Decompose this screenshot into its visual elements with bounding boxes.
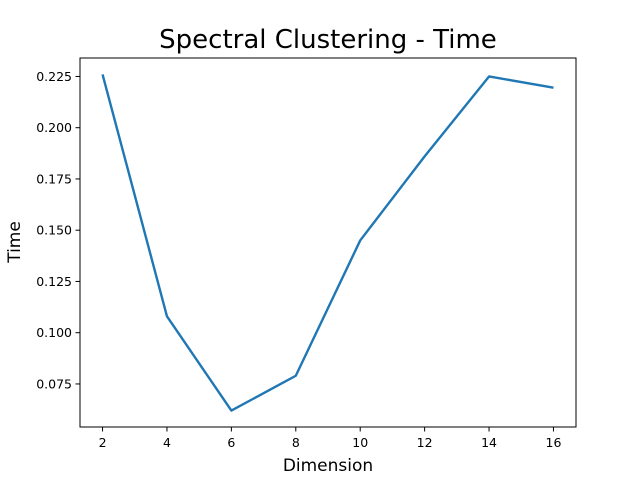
y-axis-ticks: 0.075 0.100 0.125 0.150 0.175 0.200 0.225: [36, 69, 80, 391]
y-tick-label: 0.150: [36, 223, 72, 238]
plot-frame: [79, 57, 577, 428]
x-tick-label: 2: [99, 435, 107, 450]
y-axis-label: Time: [5, 221, 25, 264]
x-tick-label: 12: [417, 435, 433, 450]
x-tick-label: 4: [163, 435, 171, 450]
series-line-time: [101, 74, 554, 412]
y-tick-label: 0.175: [36, 171, 72, 186]
y-tick-label: 0.200: [36, 120, 72, 135]
x-axis-ticks: 2 4 6 8 10 12 14 16: [99, 427, 562, 450]
x-tick-label: 14: [481, 435, 497, 450]
x-tick-label: 16: [546, 435, 562, 450]
x-tick-label: 10: [352, 435, 368, 450]
y-tick-label: 0.225: [36, 69, 72, 84]
y-tick-label: 0.075: [36, 376, 72, 391]
x-tick-label: 6: [227, 435, 235, 450]
y-tick-label: 0.125: [36, 274, 72, 289]
x-tick-label: 8: [292, 435, 300, 450]
chart-title: Spectral Clustering - Time: [159, 25, 497, 55]
y-tick-label: 0.100: [36, 325, 72, 340]
x-axis-label: Dimension: [283, 456, 373, 476]
